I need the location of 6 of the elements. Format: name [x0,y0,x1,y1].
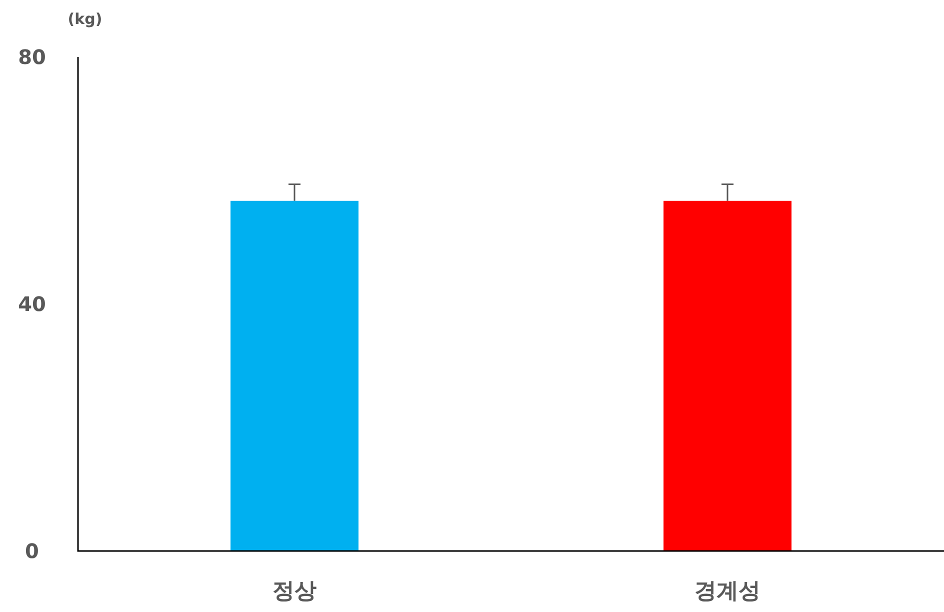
y-tick-label: 0 [25,539,39,563]
y-tick-label: 80 [18,45,46,69]
y-tick-label: 40 [18,292,46,316]
y-axis-title: (kg) [68,10,102,28]
x-tick-label: 경계성 [694,579,760,604]
x-tick-label: 정상 [272,579,316,604]
